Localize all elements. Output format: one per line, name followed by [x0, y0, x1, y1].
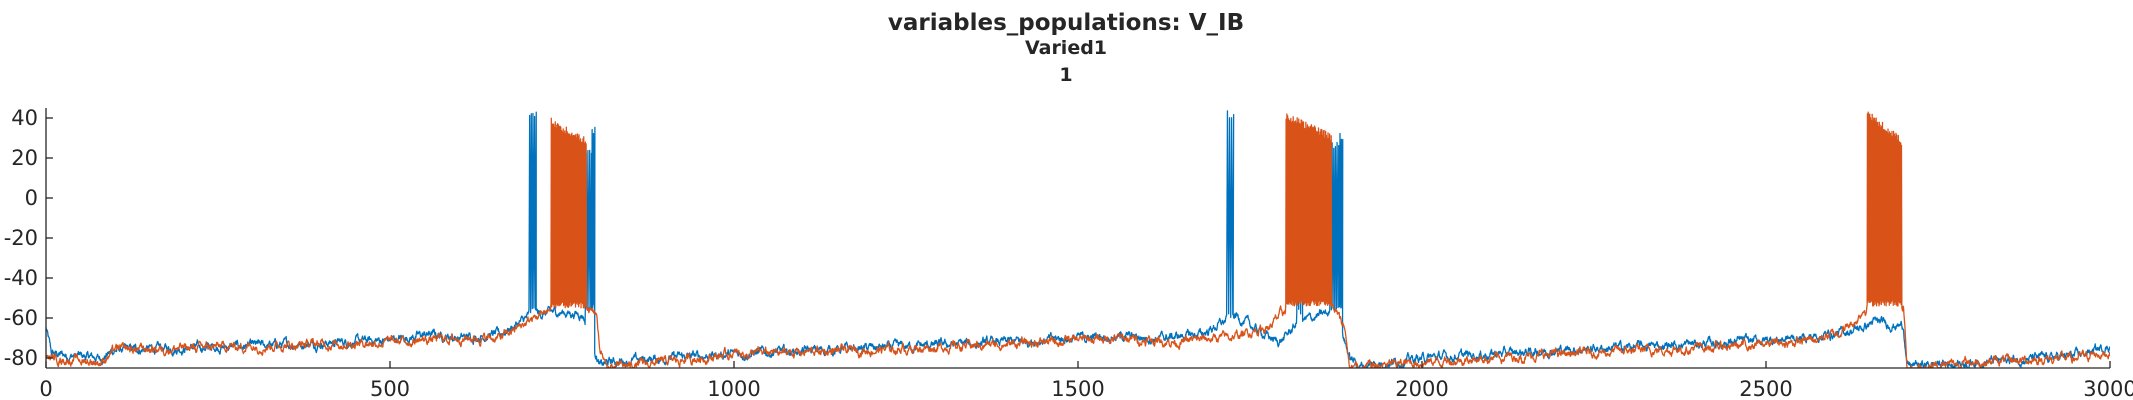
y-tick-label: 20 [11, 146, 38, 170]
series-line-1 [46, 110, 2110, 368]
x-tick-label: 1000 [707, 377, 760, 400]
y-tick-label: -60 [4, 306, 38, 330]
chart-subtitle-2: 1 [1059, 64, 1072, 86]
series-line-2 [46, 111, 2110, 368]
y-tick-label: 0 [25, 186, 38, 210]
plot-area: 0 500 1000 1500 2000 2500 3000 -80 -60 -40 -20 0 20 4… [4, 106, 2133, 400]
x-tick-label: 2500 [1739, 377, 1792, 400]
y-tick-label: 40 [11, 106, 38, 130]
x-tick-label: 2000 [1395, 377, 1448, 400]
y-tick-label: -80 [4, 346, 38, 370]
y-tick-label: -40 [4, 266, 38, 290]
axes: 0 500 1000 1500 2000 2500 3000 -80 -60 -40 -20 0 20 4… [4, 106, 2133, 400]
x-tick-label: 1500 [1051, 377, 1104, 400]
x-tick-label: 500 [370, 377, 410, 400]
chart-subtitle: Varied1 [1025, 37, 1107, 59]
x-tick-label: 0 [39, 377, 52, 400]
traces [46, 110, 2110, 368]
chart-title: variables_populations: V_IB [888, 10, 1244, 36]
x-tick-label: 3000 [2083, 377, 2133, 400]
y-tick-label: -20 [4, 226, 38, 250]
